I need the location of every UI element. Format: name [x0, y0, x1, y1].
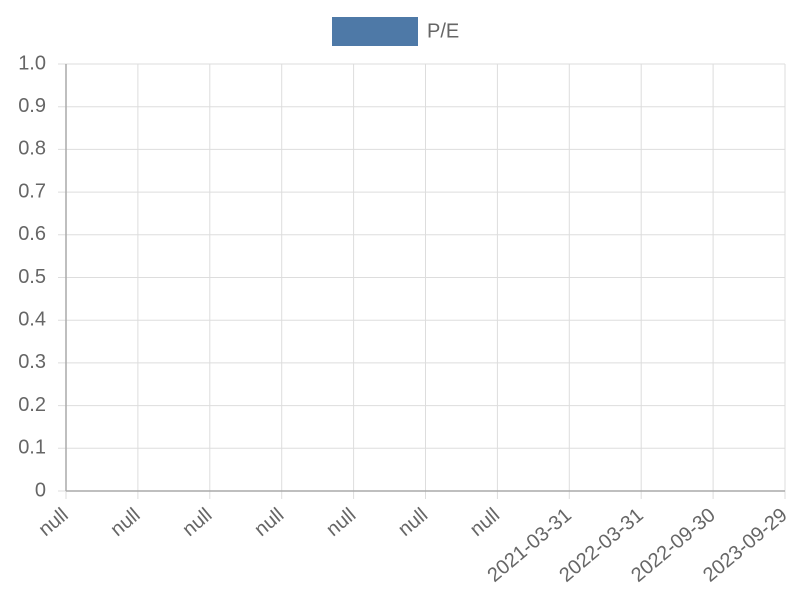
y-tick-label: 0.2	[18, 394, 46, 416]
y-tick-label: 0.9	[18, 95, 46, 117]
x-tick-label: null	[178, 504, 216, 541]
y-tick-label: 0.7	[18, 180, 46, 202]
x-tick-label: null	[35, 504, 73, 541]
y-tick-label: 0.1	[18, 437, 46, 459]
y-tick-label: 0.8	[18, 138, 46, 160]
y-tick-label: 0.4	[18, 308, 46, 330]
legend-swatch	[332, 17, 418, 46]
y-tick-label: 0.6	[18, 223, 46, 245]
x-tick-label: null	[322, 504, 360, 541]
y-tick-label: 0	[35, 479, 46, 501]
x-tick-label: null	[466, 504, 504, 541]
y-tick-label: 0.3	[18, 351, 46, 373]
x-tick-label: null	[250, 504, 288, 541]
x-tick-label: null	[394, 504, 432, 541]
y-tick-label: 1.0	[18, 52, 46, 74]
legend-label: P/E	[427, 20, 459, 42]
y-tick-label: 0.5	[18, 266, 46, 288]
x-tick-label: null	[107, 504, 145, 541]
